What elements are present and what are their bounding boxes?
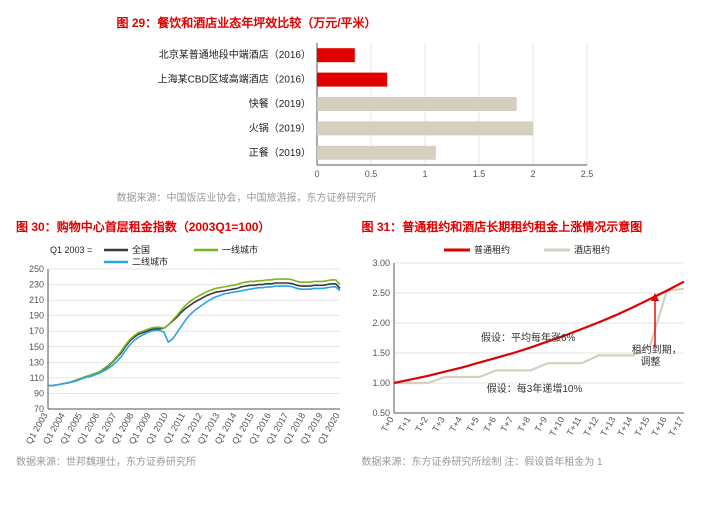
chart31-title-idx: 图 31： [362, 220, 403, 234]
svg-text:酒店租约: 酒店租约 [574, 244, 610, 255]
chart30-source: 数据来源：世邦魏理仕，东方证券研究所 [16, 453, 352, 468]
svg-text:T+8: T+8 [515, 415, 532, 434]
svg-text:T+5: T+5 [464, 415, 481, 434]
chart29-block: 图 29：餐饮和酒店业态年坪效比较（万元/平米） 0 0.5 1 1.5 2 2.5 北京某… [117, 14, 597, 204]
chart30-title-text: 购物中心首层租金指数（2003Q1=100） [57, 220, 271, 234]
svg-text:二线城市: 二线城市 [132, 256, 168, 267]
svg-text:210: 210 [29, 295, 44, 305]
svg-text:1.00: 1.00 [372, 378, 390, 388]
chart31-source: 数据来源：东方证券研究所绘制 注：假设首年租金为 1 [362, 453, 698, 468]
chart31-plot: 0.501.001.502.002.503.00T+0T+1T+2T+3T+4T… [362, 241, 698, 451]
svg-text:2.50: 2.50 [372, 288, 390, 298]
svg-text:T+3: T+3 [430, 415, 447, 434]
svg-text:假设：平均每年涨6%: 假设：平均每年涨6% [481, 331, 576, 344]
svg-text:2.5: 2.5 [580, 169, 593, 179]
svg-text:T+17: T+17 [666, 415, 685, 438]
chart29-title-text: 餐饮和酒店业态年坪效比较（万元/平米） [157, 16, 376, 30]
svg-text:火锅（2019）: 火锅（2019） [248, 122, 310, 134]
svg-text:150: 150 [29, 342, 44, 352]
chart30-title: 图 30：购物中心首层租金指数（2003Q1=100） [16, 218, 352, 235]
svg-text:上海某CBD区域高端酒店（2016）: 上海某CBD区域高端酒店（2016） [157, 73, 310, 86]
svg-text:T+2: T+2 [413, 415, 430, 434]
svg-text:0.5: 0.5 [364, 169, 377, 179]
svg-text:190: 190 [29, 311, 44, 321]
svg-text:一线城市: 一线城市 [222, 244, 258, 255]
svg-text:T+11: T+11 [564, 415, 583, 437]
svg-text:130: 130 [29, 357, 44, 367]
svg-text:110: 110 [30, 373, 44, 383]
chart29-title-idx: 图 29： [117, 16, 158, 30]
chart29-title: 图 29：餐饮和酒店业态年坪效比较（万元/平米） [117, 14, 597, 31]
svg-text:2: 2 [530, 169, 535, 179]
svg-text:T+14: T+14 [615, 415, 634, 438]
svg-text:全国: 全国 [132, 244, 150, 255]
svg-text:假设：每3年递增10%: 假设：每3年递增10% [486, 382, 582, 395]
svg-text:T+4: T+4 [447, 415, 464, 434]
svg-text:正餐（2019）: 正餐（2019） [248, 146, 310, 159]
svg-text:1: 1 [422, 169, 427, 179]
svg-text:T+7: T+7 [498, 415, 515, 434]
chart31-block: 图 31：普通租约和酒店长期租约租金上涨情况示意图 0.501.001.502.… [362, 214, 698, 468]
svg-text:T+9: T+9 [532, 415, 549, 434]
svg-text:3.00: 3.00 [372, 258, 390, 268]
svg-text:T+6: T+6 [481, 415, 498, 434]
chart31-title-text: 普通租约和酒店长期租约租金上涨情况示意图 [402, 220, 642, 234]
svg-text:250: 250 [29, 264, 44, 274]
svg-text:T+13: T+13 [598, 415, 617, 438]
svg-text:T+16: T+16 [649, 415, 668, 438]
svg-text:调整: 调整 [640, 355, 660, 368]
svg-text:1.5: 1.5 [472, 169, 485, 179]
svg-text:租约到期，: 租约到期， [631, 343, 681, 356]
svg-text:快餐（2019）: 快餐（2019） [248, 97, 310, 110]
chart31-title: 图 31：普通租约和酒店长期租约租金上涨情况示意图 [362, 218, 698, 235]
svg-text:T+10: T+10 [547, 415, 566, 438]
svg-text:北京某普通地段中端酒店（2016）: 北京某普通地段中端酒店（2016） [158, 48, 310, 61]
svg-text:T+1: T+1 [396, 415, 413, 434]
svg-text:1.50: 1.50 [372, 348, 390, 358]
chart30-block: 图 30：购物中心首层租金指数（2003Q1=100） 709011013015… [16, 214, 352, 468]
svg-text:普通租约: 普通租约 [474, 244, 510, 255]
svg-text:170: 170 [29, 326, 44, 336]
svg-text:Q1 2003 =: Q1 2003 = [50, 245, 92, 255]
chart29-source: 数据来源：中国饭店业协会，中国旅游报，东方证券研究所 [117, 189, 597, 204]
svg-text:230: 230 [29, 280, 44, 290]
chart30-plot: 7090110130150170190210230250Q1 2003Q1 20… [16, 241, 352, 451]
svg-text:T+12: T+12 [581, 415, 600, 438]
svg-text:2.00: 2.00 [372, 318, 390, 328]
svg-text:T+15: T+15 [632, 415, 651, 438]
chart29-plot: 0 0.5 1 1.5 2 2.5 北京某普通地段中端酒店（2016） 上海某CBD区域高端酒… [117, 37, 597, 187]
chart30-title-idx: 图 30： [16, 220, 57, 234]
svg-text:90: 90 [34, 388, 44, 398]
svg-text:0: 0 [314, 169, 319, 179]
